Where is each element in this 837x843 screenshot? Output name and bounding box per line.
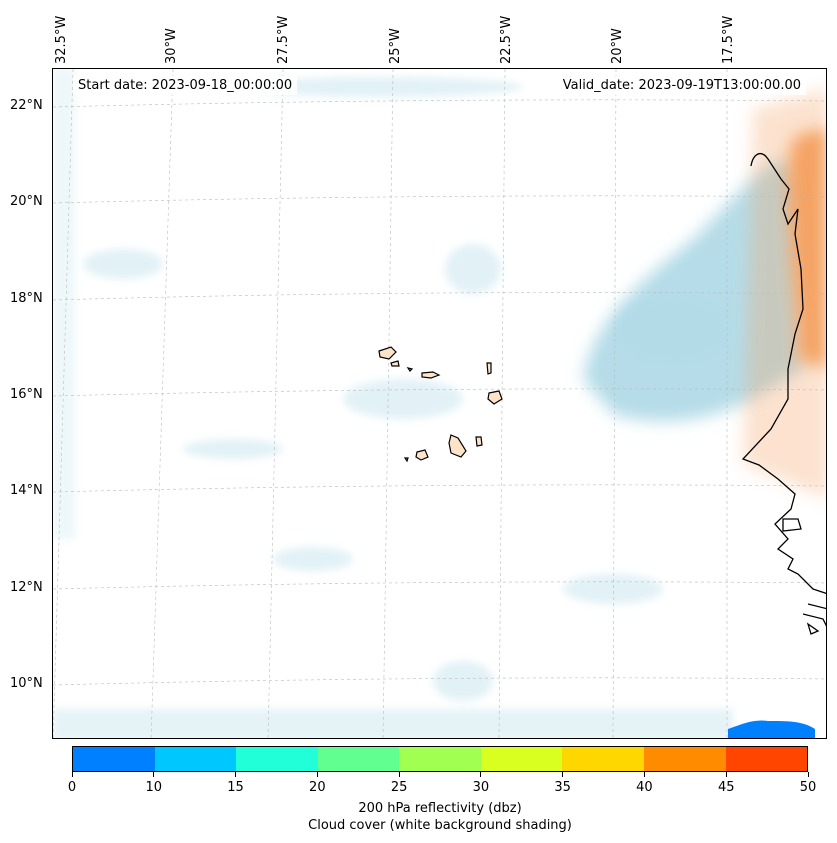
colorbar-tick — [807, 772, 809, 777]
lat-label-18n: 18°N — [10, 291, 43, 306]
colorbar-tick — [643, 772, 645, 777]
colorbar-segment-1 — [154, 747, 237, 771]
colorbar-tick-label: 20 — [309, 780, 326, 795]
map-canvas — [53, 69, 826, 738]
reflectivity-blob — [728, 720, 815, 738]
lat-label-12n: 12°N — [10, 580, 43, 595]
colorbar-tick-label: 15 — [227, 780, 244, 795]
cloud-patch — [445, 244, 501, 294]
colorbar-tick-label: 30 — [472, 780, 490, 795]
colorbar-tick — [235, 772, 237, 777]
colorbar-tick — [71, 772, 73, 777]
colorbar-tick-label: 45 — [717, 780, 735, 795]
lon-label-30w: 30°W — [164, 28, 179, 64]
lon-label-27-5w: 27.5°W — [276, 15, 291, 64]
cape-verde-islands — [378, 346, 503, 463]
graticule — [53, 69, 826, 738]
lon-label-17-5w: 17.5°W — [721, 15, 736, 64]
colorbar-tick — [480, 772, 482, 777]
colorbar-tick — [725, 772, 727, 777]
colorbar-label-cloud-cover: Cloud cover (white background shading) — [308, 818, 572, 833]
island-maio — [475, 436, 483, 447]
colorbar-tick-label: 25 — [390, 780, 408, 795]
lat-label-20n: 20°N — [10, 194, 43, 209]
lon-label-32-5w: 32.5°W — [54, 15, 69, 64]
island-sao-vicente — [390, 360, 400, 367]
colorbar-tick — [562, 772, 564, 777]
colorbar-tick-label: 35 — [554, 780, 571, 795]
cloud-patch — [343, 379, 463, 419]
lon-label-20w: 20°W — [610, 28, 625, 64]
colorbar-segment-8 — [725, 747, 808, 771]
colorbar-segment-0 — [73, 747, 155, 771]
island-santa-luzia — [406, 367, 414, 372]
island-boavista — [487, 390, 503, 405]
start-date-label: Start date: 2023-09-18_00:00:00 — [73, 76, 298, 95]
colorbar-tick — [153, 772, 155, 777]
island-sao-nicolau — [421, 371, 441, 379]
colorbar-segment-4 — [399, 747, 481, 771]
lat-label-22n: 22°N — [10, 98, 43, 113]
colorbar-label-reflectivity: 200 hPa reflectivity (dbz) — [358, 801, 522, 816]
lon-label-25w: 25°W — [388, 28, 403, 64]
cloud-patch — [243, 77, 523, 97]
cloud-patch — [53, 69, 75, 539]
cloud-patch — [273, 547, 353, 571]
colorbar — [72, 746, 808, 772]
island-santo-antao — [378, 346, 397, 360]
colorbar-segment-5 — [480, 747, 563, 771]
colorbar-segment-6 — [562, 747, 644, 771]
island-brava — [403, 457, 409, 463]
island-sal — [486, 362, 492, 375]
colorbar-tick-label: 10 — [145, 780, 163, 795]
lon-label-22-5w: 22.5°W — [499, 15, 514, 64]
colorbar-tick-label: 40 — [636, 780, 653, 795]
cloud-patch — [53, 709, 733, 738]
africa-coastline — [741, 153, 826, 635]
cloud-patch — [183, 439, 283, 459]
map-panel[interactable] — [52, 68, 827, 739]
cloud-patch — [83, 249, 163, 279]
island-santiago — [448, 434, 467, 458]
colorbar-tick-label: 50 — [799, 780, 817, 795]
colorbar-tick — [316, 772, 318, 777]
lat-label-16n: 16°N — [10, 387, 43, 402]
cloud-patch — [563, 574, 663, 604]
reflectivity-area — [743, 89, 826, 499]
colorbar-segment-3 — [317, 747, 400, 771]
colorbar-tick — [398, 772, 400, 777]
lat-label-10n: 10°N — [10, 676, 43, 691]
cloud-patch — [433, 661, 493, 701]
valid-date-label: Valid_date: 2023-09-19T13:00:00.00 — [557, 76, 806, 95]
lat-label-14n: 14°N — [10, 483, 43, 498]
colorbar-tick-label: 0 — [67, 780, 77, 795]
colorbar-segment-2 — [236, 747, 318, 771]
island-fogo — [415, 449, 429, 461]
colorbar-segment-7 — [643, 747, 726, 771]
